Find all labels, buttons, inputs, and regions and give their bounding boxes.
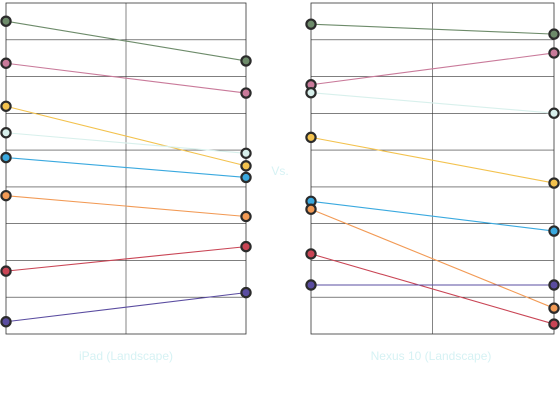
data-point [240, 210, 252, 223]
data-point [548, 279, 560, 291]
data-point [548, 47, 560, 59]
data-point [0, 127, 12, 139]
series-line [310, 200, 555, 232]
data-point [0, 15, 12, 27]
data-point [548, 28, 560, 40]
plot-frame [310, 2, 555, 335]
series-line [5, 292, 247, 323]
data-point [305, 18, 317, 30]
series-line [5, 62, 247, 94]
series-line [310, 52, 555, 86]
data-point [548, 177, 560, 189]
series-line [5, 195, 247, 218]
data-point [0, 265, 12, 277]
data-point [240, 286, 252, 299]
panel-label-nexus: Nexus 10 (Landscape) [370, 349, 492, 363]
data-point [548, 318, 560, 330]
data-point [240, 87, 252, 99]
data-point [548, 107, 560, 119]
series-line [5, 132, 247, 154]
data-point [240, 240, 252, 253]
series-line [310, 23, 555, 35]
data-point [240, 171, 252, 184]
series-line [5, 105, 247, 167]
data-point [0, 57, 12, 69]
data-point [548, 225, 560, 237]
data-point [0, 100, 12, 112]
series-line [5, 246, 247, 272]
data-point [0, 316, 12, 328]
series-line [5, 157, 247, 178]
data-point [305, 131, 317, 144]
series-line [5, 20, 247, 62]
data-point [240, 160, 252, 172]
data-point [0, 151, 12, 164]
data-point [305, 279, 317, 291]
series-line [310, 92, 555, 114]
panel-label-ipad: iPad (Landscape) [78, 349, 174, 363]
series-line [310, 208, 555, 309]
data-point [0, 189, 12, 202]
data-point [305, 203, 317, 215]
series-line [310, 253, 555, 325]
data-point [305, 248, 317, 260]
data-point [548, 302, 560, 314]
data-point [305, 87, 317, 99]
vs-separator: Vs. [271, 164, 289, 178]
data-point [240, 55, 252, 67]
series-line [310, 136, 555, 184]
data-point [240, 147, 252, 159]
